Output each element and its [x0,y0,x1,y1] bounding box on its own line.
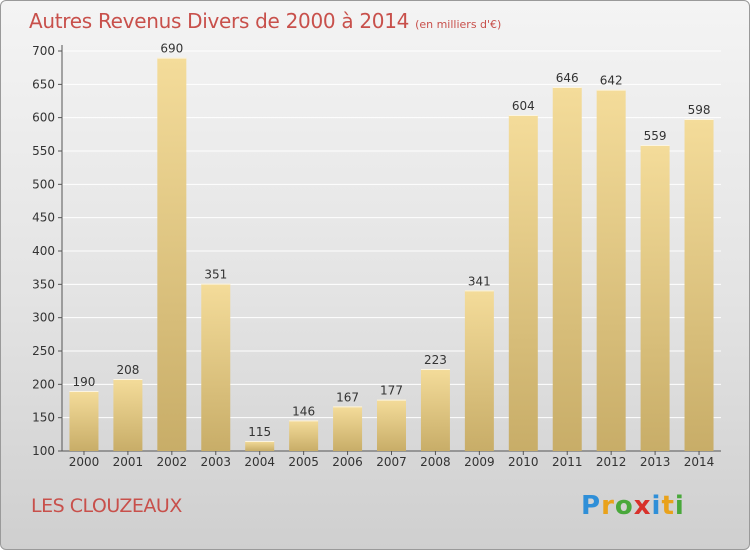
x-tick-label: 2013 [640,455,671,469]
bar [596,89,626,452]
x-tick-label: 2012 [596,455,627,469]
y-tick-label: 650 [32,77,55,91]
x-tick-label: 2002 [157,455,188,469]
data-label: 351 [204,268,227,282]
x-tick-label: 2010 [508,455,539,469]
data-label: 223 [424,353,447,367]
proxiti-logo[interactable]: Proxiti [581,491,685,521]
y-tick-label: 100 [32,444,55,458]
data-label: 177 [380,384,403,398]
bar [377,399,406,451]
bar [684,119,714,451]
bar [113,379,143,451]
bar [464,290,494,451]
y-tick-label: 700 [32,44,55,58]
y-tick-label: 550 [32,144,55,158]
data-label: 115 [248,425,271,439]
data-label: 642 [600,74,623,88]
x-tick-label: 2003 [200,455,231,469]
y-tick-label: 250 [32,344,55,358]
y-tick-label: 400 [32,244,55,258]
x-tick-label: 2007 [376,455,407,469]
data-label: 146 [292,404,315,418]
x-tick-label: 2014 [684,455,715,469]
logo-letter: x [633,491,652,521]
logo-letter: o [614,491,634,521]
y-tick-labels: 100 150 200 250 300 350 400 450 500 550 600 650 700 [32,44,55,458]
x-tick-label: 2009 [464,455,495,469]
logo-letter: i [651,491,662,521]
y-tick-label: 300 [32,311,55,325]
y-tick-label: 600 [32,111,55,125]
commune-name: LES CLOUZEAUX [31,495,182,517]
bar [552,87,582,451]
chart-title: Autres Revenus Divers de 2000 à 2014 (en … [29,9,501,33]
y-tick-label: 200 [32,377,55,391]
logo-letter: i [674,491,685,521]
data-label: 598 [688,103,711,117]
data-label: 190 [73,375,96,389]
data-label: 604 [512,99,535,113]
x-tick-label: 2000 [69,455,100,469]
data-label: 208 [116,363,139,377]
chart-unit-label: (en milliers d'€) [415,18,502,31]
bar [157,57,187,452]
x-tick-labels: 2000 2001 2002 2003 2004 2005 2006 2007 2008 2009… [69,451,715,469]
logo-letter: t [661,491,675,521]
data-label: 646 [556,71,579,85]
bar [333,406,363,451]
data-label: 167 [336,390,359,404]
x-tick-label: 2001 [113,455,144,469]
data-labels: 190 208 690 351 115 146 167 177 223 341 604 646 642 5… [73,42,711,439]
bar [201,283,231,451]
bar [245,441,275,451]
y-tick-label: 350 [32,277,55,291]
x-tick-label: 2005 [288,455,319,469]
x-tick-label: 2004 [244,455,275,469]
data-label: 341 [468,274,491,288]
data-label: 690 [160,42,183,56]
x-tick-label: 2011 [552,455,583,469]
y-tick-label: 150 [32,411,55,425]
bars [69,57,714,452]
logo-letter: r [601,491,615,521]
data-label: 559 [644,129,667,143]
bar [640,145,670,451]
x-tick-label: 2008 [420,455,451,469]
y-tick-label: 450 [32,211,55,225]
x-tick-label: 2006 [332,455,363,469]
bar [420,369,450,451]
y-tick-label: 500 [32,177,55,191]
bar [69,391,99,451]
chart-title-main: Autres Revenus Divers de 2000 à 2014 [29,9,410,33]
logo-letter: P [581,491,602,521]
bar [289,420,319,451]
bar [508,115,538,451]
